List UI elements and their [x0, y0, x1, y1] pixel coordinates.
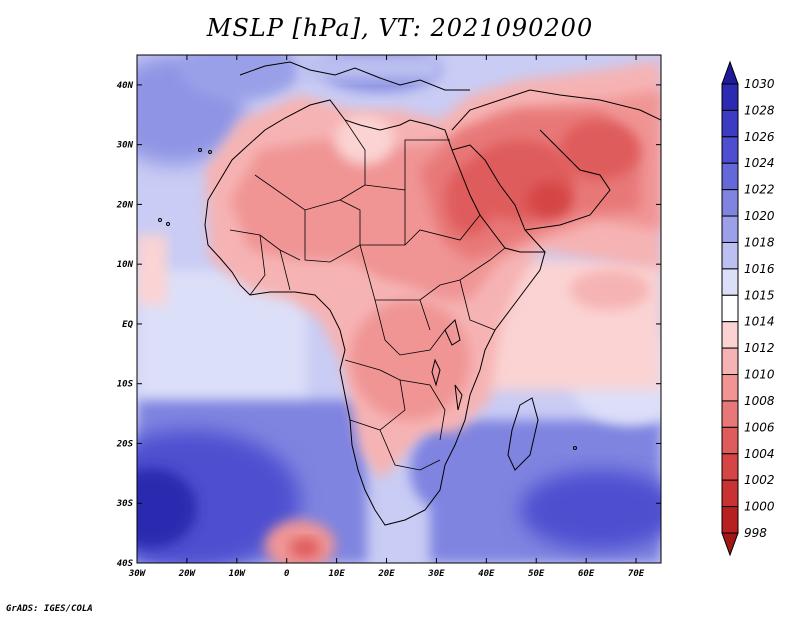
- colorbar-label: 1014: [744, 315, 775, 329]
- colorbar-box: [721, 479, 739, 508]
- colorbar-box: [721, 321, 739, 349]
- colorbar-label: 1010: [744, 368, 775, 382]
- lon-label: 30E: [427, 569, 445, 579]
- colorbar-label: 1030: [744, 77, 775, 91]
- grads-credit: GrADS: IGES/COLA: [6, 604, 93, 614]
- colorbar-label: 1015: [744, 288, 775, 302]
- lat-label: 30S: [116, 499, 134, 509]
- colorbar-box: [721, 453, 739, 481]
- colorbar-box: [721, 506, 739, 534]
- colorbar-label: 1006: [744, 420, 775, 434]
- colorbar-label: 1028: [744, 103, 775, 117]
- lon-label: 20E: [377, 569, 395, 579]
- lat-label: 10S: [117, 380, 134, 390]
- colorbar-box: [721, 400, 739, 428]
- colorbar-cap-bottom: [721, 532, 739, 557]
- chart-title: MSLP [hPa], VT: 2021090200: [206, 14, 594, 42]
- lon-label: 50E: [528, 569, 545, 579]
- lat-label: EQ: [122, 320, 133, 330]
- lon-label: 10E: [328, 569, 345, 579]
- colorbar-label: 1008: [744, 394, 775, 408]
- colorbar-label: 1018: [744, 235, 775, 249]
- lon-label: 10W: [229, 569, 247, 579]
- colorbar-box: [721, 136, 739, 164]
- colorbar-label: 1016: [744, 262, 775, 276]
- colorbar-box: [721, 241, 739, 270]
- colorbar-box: [721, 268, 739, 296]
- colorbar-box: [721, 426, 739, 455]
- lon-label: 20W: [178, 569, 197, 579]
- colorbar: 1030 1028 1026 1024 1022 1020 1018 1016 1015 1014…: [721, 60, 775, 557]
- colorbar-box: [721, 189, 739, 217]
- lat-label: 10N: [117, 260, 134, 270]
- lon-label: 40E: [478, 569, 495, 579]
- pressure-field: [137, 55, 661, 563]
- longitude-axis: 30W 20W 10W 0 10E 20E 30E 40E 50E 60E 70E: [128, 55, 645, 579]
- colorbar-label: 1024: [744, 156, 775, 170]
- lat-label: 40N: [117, 81, 134, 91]
- lat-label: 20N: [116, 200, 134, 210]
- colorbar-box: [721, 347, 739, 376]
- colorbar-box: [721, 109, 739, 138]
- colorbar-box: [721, 374, 739, 402]
- lon-label: 60E: [578, 569, 595, 579]
- colorbar-box: [721, 294, 739, 323]
- colorbar-label: 1004: [744, 447, 775, 461]
- colorbar-cap-top: [721, 60, 739, 85]
- lat-label: 30N: [116, 141, 134, 151]
- country-borders: [229, 119, 506, 471]
- lon-label: 30W: [128, 569, 147, 579]
- lon-label: 70E: [628, 569, 645, 579]
- colorbar-label: 1000: [744, 500, 775, 514]
- colorbar-label: 1022: [744, 183, 775, 197]
- colorbar-box: [721, 162, 739, 191]
- colorbar-box: [721, 83, 739, 111]
- colorbar-label: 1002: [744, 473, 775, 487]
- colorbar-label: 1020: [744, 209, 775, 223]
- lat-label: 20S: [116, 439, 134, 449]
- latitude-axis: 40N 30N 20N 10N EQ 10S 20S 30S 40S: [116, 81, 661, 569]
- lon-label: 0: [284, 569, 290, 579]
- colorbar-label: 1026: [744, 130, 775, 144]
- coastlines: [158, 61, 661, 526]
- colorbar-label: 1012: [744, 341, 775, 355]
- plot-frame: [136, 54, 662, 564]
- lat-label: 40S: [117, 559, 134, 569]
- colorbar-label: 998: [744, 526, 767, 540]
- colorbar-box: [721, 215, 739, 243]
